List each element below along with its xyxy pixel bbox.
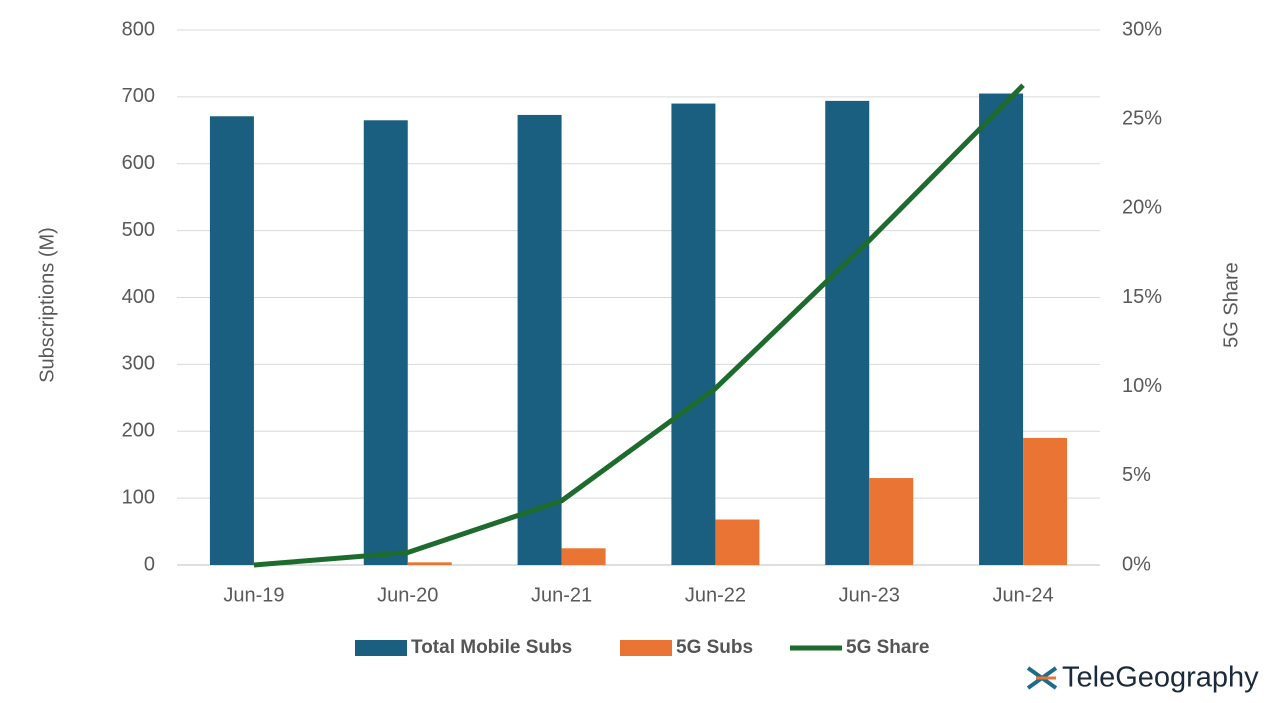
y-tick-label: 600 [122, 152, 155, 174]
x-tick-label: Jun-22 [685, 584, 746, 606]
x-tick-label: Jun-20 [377, 584, 438, 606]
y2-tick-label: 30% [1122, 18, 1162, 40]
y2-tick-label: 10% [1122, 375, 1162, 397]
y2-axis-title: 5G Share [1220, 262, 1242, 348]
bar [1023, 437, 1068, 565]
y-tick-label: 200 [122, 420, 155, 442]
bar [407, 562, 452, 565]
x-tick-label: Jun-23 [839, 584, 900, 606]
bar [517, 114, 562, 566]
y-tick-label: 800 [122, 18, 155, 40]
bar [869, 478, 914, 565]
x-tick-label: Jun-24 [993, 584, 1054, 606]
bar [561, 548, 606, 565]
bar [363, 120, 408, 565]
legend-label: 5G Share [846, 637, 929, 658]
bar [979, 93, 1024, 565]
y-tick-label: 300 [122, 353, 155, 375]
legend-label: 5G Subs [676, 637, 753, 658]
y2-tick-label: 5% [1122, 464, 1151, 486]
bar [715, 519, 760, 565]
y2-tick-label: 25% [1122, 107, 1162, 129]
y-tick-label: 500 [122, 219, 155, 241]
y-axis-title: Subscriptions (M) [36, 227, 58, 383]
bar [825, 100, 870, 565]
line [253, 83, 1025, 568]
legend-swatch [355, 640, 407, 656]
legend-swatch [620, 640, 672, 656]
legend-label: Total Mobile Subs [411, 637, 572, 658]
logo: TeleGeography [1026, 662, 1259, 694]
y-tick-label: 0 [144, 553, 155, 575]
y-tick-label: 100 [122, 486, 155, 508]
y2-tick-label: 20% [1122, 197, 1162, 219]
y-tick-label: 400 [122, 286, 155, 308]
x-tick-label: Jun-19 [223, 584, 284, 606]
x-tick-label: Jun-21 [531, 584, 592, 606]
bar [209, 116, 254, 566]
y2-tick-label: 0% [1122, 553, 1151, 575]
bar [671, 103, 716, 565]
logo-text: TeleGeography [1062, 662, 1259, 694]
y2-tick-label: 15% [1122, 286, 1162, 308]
y-tick-label: 700 [122, 85, 155, 107]
